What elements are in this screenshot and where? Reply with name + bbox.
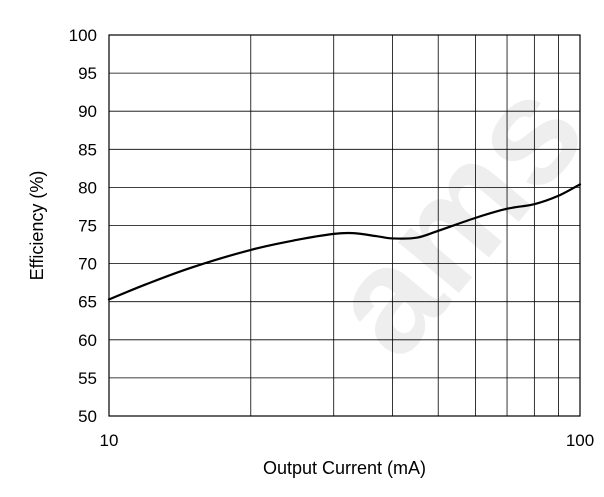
grid-layer [109,35,580,416]
x-axis-label: Output Current (mA) [263,458,426,478]
y-tick-label: 65 [78,293,97,312]
y-tick-label: 95 [78,64,97,83]
y-tick-label: 55 [78,369,97,388]
y-axis-label: Efficiency (%) [27,171,47,281]
tick-label-layer: 50 55 60 65 70 75 80 85 90 95 100 10 100 [69,26,595,450]
watermark-layer: ams [294,48,604,386]
y-tick-label: 85 [78,140,97,159]
y-tick-label: 80 [78,178,97,197]
y-tick-label: 90 [78,102,97,121]
y-tick-label: 70 [78,255,97,274]
series-layer [107,183,582,301]
y-tick-label: 60 [78,331,97,350]
y-tick-label: 50 [78,407,97,426]
efficiency-series-line [107,183,582,301]
watermark-text: ams [294,48,604,386]
x-tick-label: 100 [566,431,594,450]
y-tick-label: 75 [78,217,97,236]
plot-frame [108,34,581,417]
y-tick-label: 100 [69,26,97,45]
x-tick-label: 10 [100,431,119,450]
